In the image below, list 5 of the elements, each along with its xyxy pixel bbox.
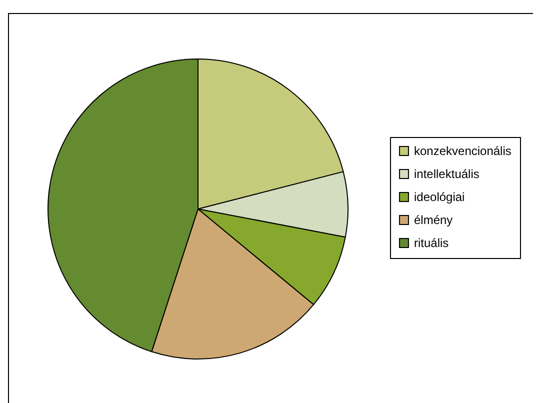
legend-label: élmény [414,213,453,227]
legend-label: konzekvencionális [414,144,512,158]
legend-label: ideológiai [414,190,465,204]
legend-label: intellektuális [414,167,480,181]
legend-label: rituális [414,236,449,250]
